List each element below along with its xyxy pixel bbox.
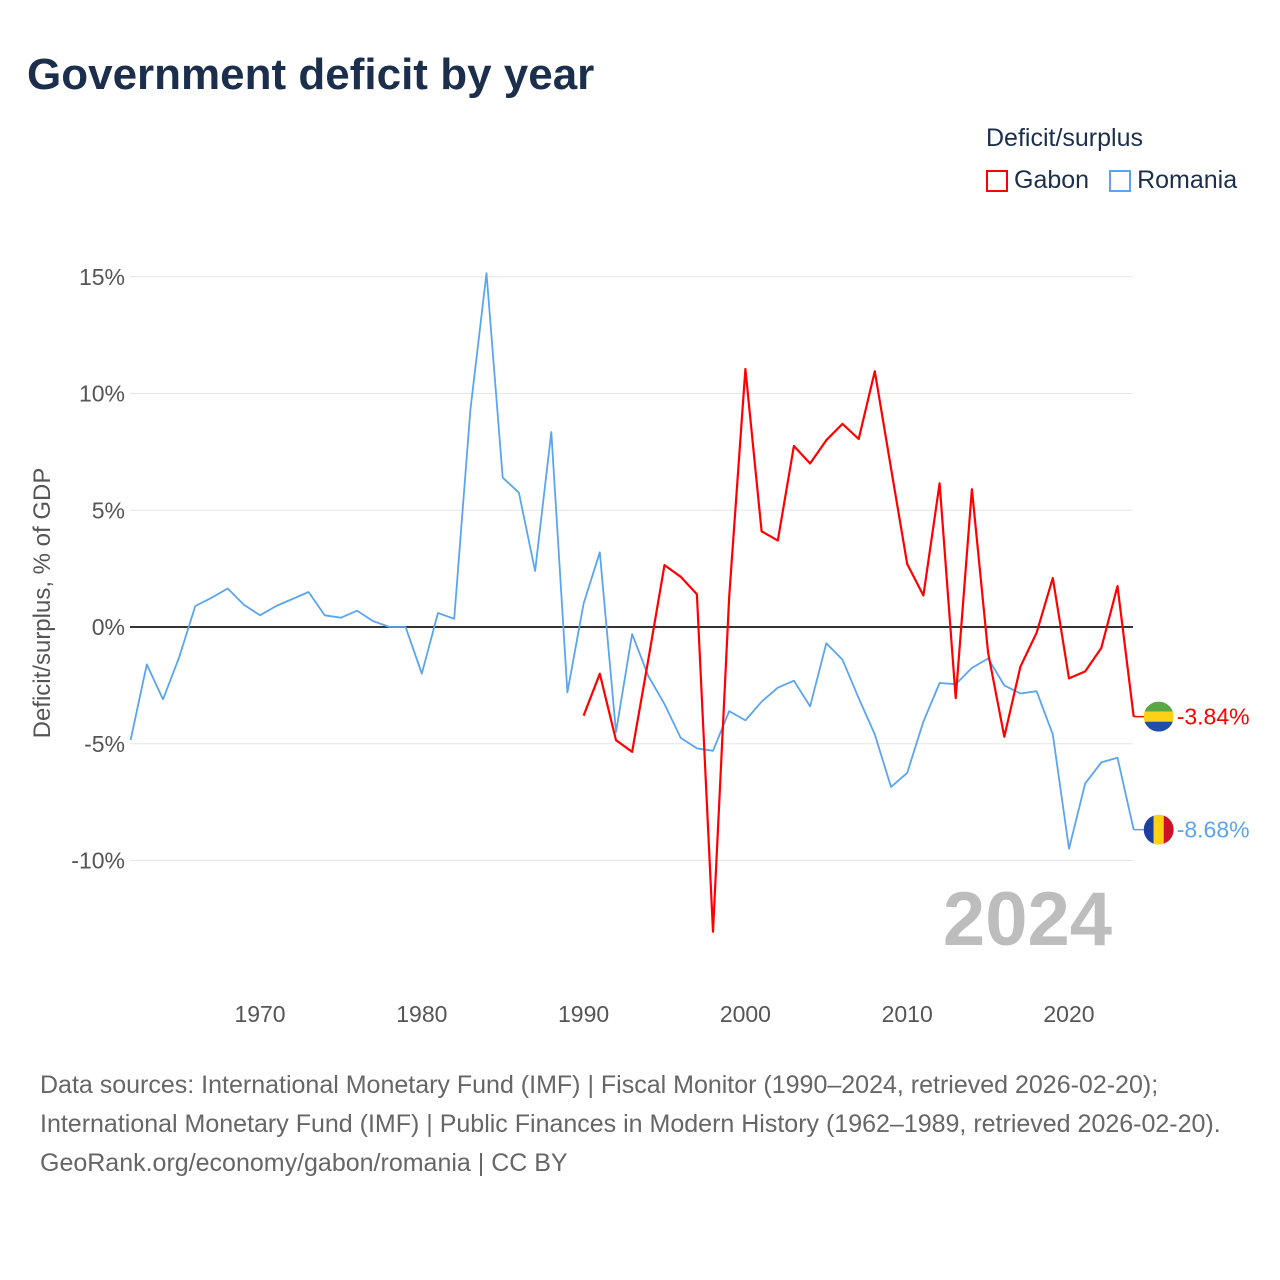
gabon-flag-icon xyxy=(1143,701,1174,732)
y-axis-label: Deficit/surplus, % of GDP xyxy=(29,468,56,739)
legend-item-gabon[interactable]: Gabon xyxy=(986,166,1089,195)
y-tick-label: -10% xyxy=(71,848,125,874)
y-tick-label: -5% xyxy=(84,731,125,757)
x-tick-label: 1990 xyxy=(558,1001,609,1027)
flag-stripes xyxy=(1143,701,1174,732)
legend-item-romania[interactable]: Romania xyxy=(1109,166,1237,195)
legend-swatch-romania xyxy=(1109,169,1132,192)
legend-title: Deficit/surplus xyxy=(986,124,1143,152)
chart-title: Government deficit by year xyxy=(27,50,595,99)
romania-flag-icon xyxy=(1143,814,1174,845)
x-tick-label: 2010 xyxy=(882,1001,933,1027)
flag-stripe xyxy=(1143,711,1174,722)
end-value-label-gabon: -3.84% xyxy=(1177,704,1250,730)
x-tick-label: 2000 xyxy=(720,1001,771,1027)
y-tick-label: 10% xyxy=(79,381,125,407)
data-sources: Data sources: International Monetary Fun… xyxy=(40,1071,1221,1138)
end-value-label-romania: -8.68% xyxy=(1177,817,1250,843)
flag-stripe xyxy=(1143,814,1154,845)
x-tick-label: 1970 xyxy=(234,1001,285,1027)
y-tick-label: 0% xyxy=(92,614,125,640)
y-tick-label: 15% xyxy=(79,264,125,290)
x-tick-label: 1980 xyxy=(396,1001,447,1027)
legend-label-romania: Romania xyxy=(1137,166,1238,194)
flag-stripe xyxy=(1143,721,1174,732)
footer: Data sources: International Monetary Fun… xyxy=(40,1066,1240,1183)
x-tick-label: 2020 xyxy=(1043,1001,1094,1027)
credit-link[interactable]: GeoRank.org/economy/gabon/romania | CC B… xyxy=(40,1149,568,1177)
legend: Gabon Romania xyxy=(986,166,1237,195)
flag-stripe xyxy=(1143,701,1174,712)
flag-stripes xyxy=(1143,814,1174,845)
series-line-gabon xyxy=(582,367,1135,933)
flag-stripe xyxy=(1163,814,1174,845)
flag-stripe xyxy=(1153,814,1164,845)
series-line-romania xyxy=(129,272,1135,850)
year-label: 2024 xyxy=(943,877,1112,962)
y-tick-label: 5% xyxy=(92,497,125,523)
legend-label-gabon: Gabon xyxy=(1014,166,1090,194)
legend-swatch-gabon xyxy=(986,169,1008,192)
